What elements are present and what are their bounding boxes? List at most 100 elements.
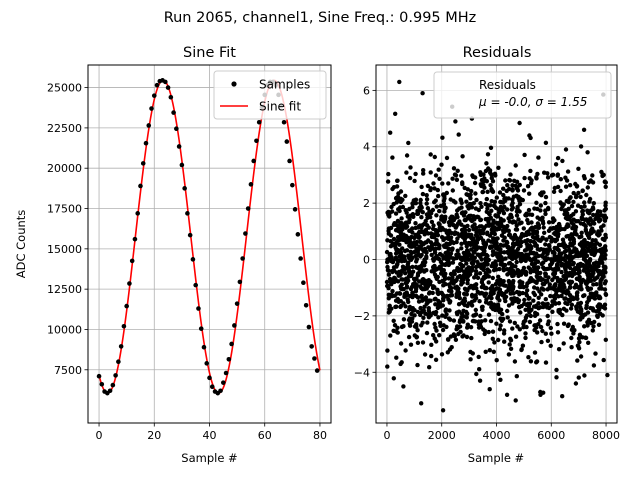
residual-point	[389, 306, 394, 311]
residual-point	[459, 282, 464, 287]
residual-point	[386, 310, 391, 315]
sample-point	[256, 119, 262, 125]
residual-point	[406, 140, 411, 146]
residual-point	[419, 252, 424, 258]
residual-point	[450, 188, 455, 193]
sample-point	[165, 85, 171, 90]
residual-point	[453, 231, 459, 236]
sample-point	[116, 359, 121, 365]
residual-point	[498, 242, 503, 248]
residual-point	[499, 222, 504, 227]
residual-point	[528, 168, 533, 174]
residual-point	[471, 214, 477, 219]
residual-point	[516, 217, 521, 222]
residual-point	[462, 296, 467, 301]
residual-point	[440, 135, 445, 140]
residual-point	[578, 261, 583, 267]
residual-point	[514, 193, 519, 198]
residual-point	[398, 341, 404, 346]
residual-point	[494, 240, 499, 246]
residual-point	[440, 313, 445, 318]
residual-point	[490, 189, 496, 194]
residual-point	[486, 312, 492, 317]
residual-point	[389, 254, 394, 260]
residual-point	[555, 155, 561, 161]
residual-point	[585, 300, 590, 305]
residual-point	[568, 306, 574, 311]
residual-point	[413, 197, 419, 202]
residual-point	[575, 309, 581, 314]
residual-point	[554, 367, 559, 373]
residual-point	[572, 296, 577, 301]
residual-point	[573, 381, 579, 386]
residual-point	[508, 212, 513, 218]
residual-point	[414, 259, 419, 264]
residual-point	[516, 252, 521, 257]
y-tick-label: 7500	[54, 364, 82, 377]
residual-point	[600, 236, 605, 242]
residuals-legend-stats: μ = -0.0, σ = 1.55	[478, 95, 587, 109]
residual-point	[388, 130, 393, 135]
residual-point	[428, 170, 433, 175]
sample-point	[201, 344, 207, 350]
residual-point	[544, 305, 550, 310]
residual-point	[449, 345, 454, 350]
residual-point	[403, 348, 408, 353]
residual-point	[520, 343, 526, 348]
residual-point	[403, 271, 408, 276]
residual-point	[407, 304, 413, 310]
residual-point	[506, 352, 512, 357]
residual-point	[546, 220, 552, 225]
residual-point	[578, 354, 584, 359]
residual-point	[507, 232, 512, 237]
residual-point	[486, 280, 491, 285]
residual-point	[492, 340, 497, 345]
residual-point	[493, 173, 498, 178]
residual-point	[440, 253, 445, 258]
residual-point	[545, 338, 551, 343]
residual-point	[404, 170, 409, 175]
residual-point	[436, 221, 441, 226]
residual-point	[530, 228, 535, 233]
residuals-xlabel: Sample #	[468, 451, 524, 465]
residual-point	[479, 319, 484, 324]
residual-point	[385, 348, 390, 353]
residual-point	[442, 196, 447, 201]
sample-point	[132, 236, 138, 242]
residual-point	[390, 155, 395, 160]
residual-point	[435, 228, 440, 234]
residual-point	[444, 324, 449, 330]
residual-point	[533, 304, 539, 309]
residual-point	[395, 218, 401, 224]
residual-point	[525, 301, 531, 306]
sample-point	[221, 380, 226, 385]
sample-point	[135, 211, 140, 216]
residual-point	[487, 233, 493, 238]
residual-point	[492, 227, 497, 232]
residual-point	[453, 225, 458, 230]
residual-point	[520, 290, 525, 296]
residual-point	[591, 212, 596, 218]
residual-point	[587, 199, 592, 204]
residual-point	[588, 291, 593, 296]
residual-point	[392, 293, 397, 298]
residual-point	[403, 310, 409, 315]
residual-point	[422, 257, 427, 262]
residual-point	[496, 207, 501, 212]
residual-point	[566, 322, 571, 327]
residual-point	[392, 323, 398, 328]
residual-point	[465, 311, 470, 316]
residual-point	[585, 310, 591, 315]
residual-point	[514, 259, 519, 265]
residual-point	[446, 258, 451, 263]
residual-point	[412, 178, 417, 184]
residual-point	[504, 392, 510, 397]
residual-point	[454, 177, 460, 182]
residual-point	[385, 283, 390, 289]
residual-point	[450, 260, 456, 265]
residual-point	[436, 303, 441, 308]
residual-point	[544, 247, 549, 252]
residual-point	[422, 304, 427, 309]
residual-point	[507, 260, 513, 266]
residual-point	[567, 293, 573, 298]
